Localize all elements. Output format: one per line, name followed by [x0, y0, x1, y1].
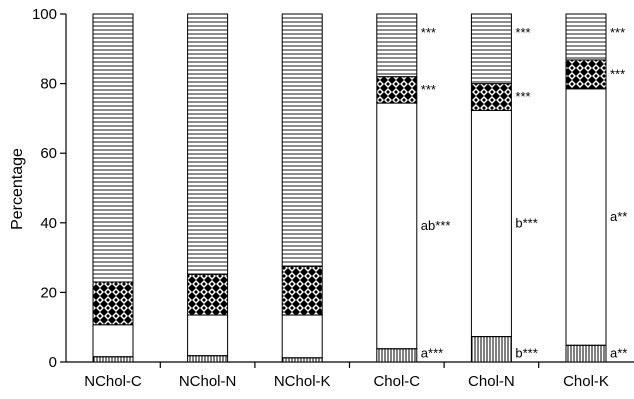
y-tick-label: 60	[40, 145, 57, 162]
bar-segment-checker	[470, 83, 512, 111]
significance-label: ***	[421, 25, 436, 40]
bar-segment-vertical-lines	[187, 355, 229, 363]
bar-segment-blank	[92, 324, 134, 358]
significance-label: ***	[610, 66, 625, 81]
x-tick-label: Chol-N	[468, 373, 515, 390]
significance-label: ***	[515, 89, 530, 104]
y-tick-label: 0	[49, 354, 57, 371]
bar-segment-vertical-lines	[92, 356, 134, 363]
significance-label: b***	[515, 345, 537, 360]
significance-label: a**	[610, 345, 627, 360]
bar-segment-blank	[376, 102, 418, 350]
significance-label: a***	[421, 345, 443, 360]
bar-segment-blank	[565, 88, 607, 346]
x-tick-label: Chol-K	[563, 373, 609, 390]
bars	[92, 13, 607, 363]
bar-segment-blank	[470, 109, 512, 338]
significance-label: ***	[610, 25, 625, 40]
bar-segment-horizontal-lines	[376, 13, 418, 78]
bar-segment-checker	[376, 76, 418, 104]
bar-segment-blank	[187, 314, 229, 357]
significance-label: ab***	[421, 218, 451, 233]
bar-segment-horizontal-lines	[187, 13, 229, 275]
y-tick-label: 100	[32, 6, 57, 23]
x-tick-label: Chol-C	[373, 373, 420, 390]
bar-segment-horizontal-lines	[470, 13, 512, 85]
bar-segment-vertical-lines	[565, 344, 607, 363]
axes: 0 20 40 60 80 100 NChol-C NChol-N NChol-K Chol-C C…	[32, 6, 634, 390]
y-tick-label: 80	[40, 76, 57, 93]
bar-segment-checker	[92, 281, 134, 326]
bar-segment-blank	[281, 314, 323, 359]
significance-label: b***	[515, 215, 537, 230]
significance-label: ***	[421, 82, 436, 97]
bar-segment-checker	[281, 265, 323, 316]
y-tick-label: 40	[40, 215, 57, 232]
y-tick-label: 20	[40, 284, 57, 301]
bar-segment-horizontal-lines	[281, 13, 323, 267]
annotations: a*** ab*** *** *** b*** b*** *** *** a** a** *** **…	[421, 25, 628, 360]
bar-segment-vertical-lines	[376, 348, 418, 363]
significance-label: ***	[515, 25, 530, 40]
x-tick-label: NChol-K	[274, 373, 331, 390]
bar-segment-checker	[565, 59, 607, 90]
y-axis-title: Percentage	[9, 148, 26, 230]
bar-segment-horizontal-lines	[92, 13, 134, 283]
bar-segment-checker	[187, 273, 229, 316]
bar-segment-vertical-lines	[281, 357, 323, 363]
x-tick-label: NChol-N	[179, 373, 237, 390]
bar-segment-vertical-lines	[470, 336, 512, 363]
bar-segment-horizontal-lines	[565, 13, 607, 61]
significance-label: a**	[610, 209, 627, 224]
x-tick-label: NChol-C	[84, 373, 142, 390]
